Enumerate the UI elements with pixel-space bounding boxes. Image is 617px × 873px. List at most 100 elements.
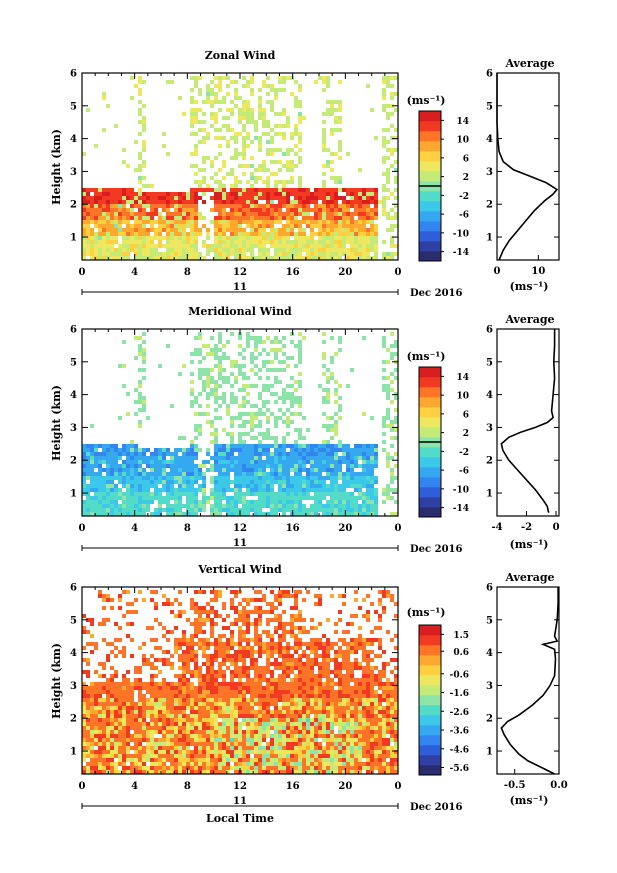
heatmap-cell — [190, 606, 194, 610]
heatmap-cell — [386, 84, 390, 88]
heatmap-cell — [174, 224, 178, 228]
heatmap-cell — [394, 452, 398, 456]
heatmap-cell — [222, 742, 226, 746]
heatmap-cell — [242, 248, 246, 252]
heatmap-cell — [238, 730, 242, 734]
heatmap-cell — [326, 376, 330, 380]
heatmap-cell — [102, 512, 106, 516]
heatmap-cell — [250, 468, 254, 472]
heatmap-cell — [222, 714, 226, 718]
heatmap-cell — [102, 500, 106, 504]
heatmap-cell — [326, 424, 330, 428]
heatmap-cell — [258, 340, 262, 344]
heatmap-cell — [214, 216, 218, 220]
heatmap-cell — [226, 468, 230, 472]
heatmap-cell — [206, 638, 210, 642]
heatmap-cell — [130, 480, 134, 484]
heatmap-cell — [242, 348, 246, 352]
heatmap-cell — [226, 726, 230, 730]
heatmap-cell — [126, 252, 130, 256]
heatmap-cell — [134, 220, 138, 224]
heatmap-cell — [210, 504, 214, 508]
heatmap-cell — [198, 766, 202, 770]
heatmap-cell — [94, 252, 98, 256]
heatmap-cell — [82, 192, 86, 196]
heatmap-cell — [394, 216, 398, 220]
heatmap-cell — [258, 240, 262, 244]
heatmap-cell — [142, 598, 146, 602]
heatmap-cell — [302, 492, 306, 496]
heatmap-cell — [278, 348, 282, 352]
heatmap-cell — [234, 618, 238, 622]
heatmap-cell — [238, 232, 242, 236]
heatmap-cell — [386, 176, 390, 180]
heatmap-cell — [126, 610, 130, 614]
heatmap-cell — [158, 670, 162, 674]
heatmap-cell — [94, 444, 98, 448]
heatmap-cell — [266, 232, 270, 236]
heatmap-cell — [206, 344, 210, 348]
heatmap-cell — [214, 188, 218, 192]
heatmap-cell — [178, 224, 182, 228]
heatmap-cell — [218, 650, 222, 654]
heatmap-cell — [134, 476, 138, 480]
heatmap-cell — [218, 642, 222, 646]
heatmap-cell — [182, 654, 186, 658]
heatmap-cell — [214, 180, 218, 184]
heatmap-cell — [250, 164, 254, 168]
heatmap-cell — [170, 602, 174, 606]
heatmap-cell — [242, 152, 246, 156]
heatmap-cell — [294, 220, 298, 224]
heatmap-cell — [166, 452, 170, 456]
heatmap-cell — [198, 332, 202, 336]
heatmap-cell — [94, 244, 98, 248]
heatmap-cell — [226, 658, 230, 662]
heatmap-cell — [158, 224, 162, 228]
heatmap-cell — [282, 392, 286, 396]
heatmap-cell — [270, 200, 274, 204]
heatmap-cell — [86, 734, 90, 738]
heatmap-cell — [246, 344, 250, 348]
heatmap-cell — [202, 480, 206, 484]
heatmap-cell — [234, 244, 238, 248]
heatmap-cell — [258, 116, 262, 120]
heatmap-cell — [266, 92, 270, 96]
heatmap-cell — [234, 180, 238, 184]
heatmap-cell — [174, 710, 178, 714]
heatmap-cell — [102, 618, 106, 622]
heatmap-cell — [246, 472, 250, 476]
heatmap-cell — [314, 216, 318, 220]
heatmap-cell — [298, 160, 302, 164]
heatmap-cell — [314, 504, 318, 508]
heatmap-cell — [226, 638, 230, 642]
heatmap-cell — [226, 718, 230, 722]
heatmap-cell — [254, 216, 258, 220]
heatmap-cell — [290, 504, 294, 508]
heatmap-cell — [282, 180, 286, 184]
heatmap-cell — [174, 626, 178, 630]
heatmap-cell — [366, 244, 370, 248]
heatmap-cell — [362, 456, 366, 460]
heatmap-cell — [194, 76, 198, 80]
meridional-profile-xlabel: (ms⁻¹) — [510, 538, 549, 551]
heatmap-cell — [158, 710, 162, 714]
heatmap-cell — [130, 216, 134, 220]
heatmap-cell — [326, 228, 330, 232]
heatmap-cell — [278, 380, 282, 384]
heatmap-cell — [370, 444, 374, 448]
heatmap-cell — [102, 508, 106, 512]
heatmap-cell — [326, 112, 330, 116]
heatmap-cell — [166, 212, 170, 216]
heatmap-cell — [222, 694, 226, 698]
heatmap-cell — [102, 734, 106, 738]
heatmap-cell — [202, 690, 206, 694]
heatmap-cell — [190, 634, 194, 638]
heatmap-cell — [170, 726, 174, 730]
heatmap-cell — [222, 734, 226, 738]
heatmap-cell — [298, 256, 302, 260]
heatmap-cell — [298, 360, 302, 364]
heatmap-cell — [182, 448, 186, 452]
heatmap-cell — [230, 690, 234, 694]
heatmap-cell — [390, 496, 394, 500]
heatmap-cell — [118, 694, 122, 698]
